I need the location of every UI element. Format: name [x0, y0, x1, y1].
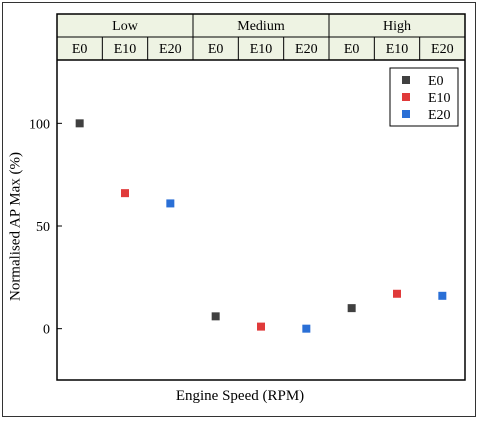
y-axis-label: Normalised AP Max (%) [7, 152, 24, 302]
category-label: E20 [295, 42, 318, 57]
category-label: E0 [208, 42, 224, 57]
data-point-e20 [166, 199, 175, 208]
legend-marker-e0 [402, 76, 410, 84]
data-point-e10 [393, 289, 401, 298]
data-point-e10 [121, 189, 129, 198]
legend-label-e10: E10 [428, 91, 451, 106]
plot-area-border [56, 13, 466, 381]
legend-marker-e10 [402, 93, 410, 101]
group-label-high: High [383, 19, 411, 34]
data-point-e0 [75, 119, 84, 128]
data-point-e0 [211, 312, 220, 321]
legend-box [389, 67, 459, 127]
category-label: E10 [386, 42, 409, 57]
category-label: E20 [431, 42, 454, 57]
data-point-e20 [438, 291, 447, 300]
category-label: E20 [159, 42, 182, 57]
y-tick-label: 100 [29, 117, 50, 132]
group-label-low: Low [112, 19, 139, 34]
group-label-medium: Medium [237, 19, 285, 34]
legend-label-e0: E0 [428, 74, 444, 89]
category-label: E10 [114, 42, 137, 57]
legend-marker-e20 [402, 110, 410, 118]
x-axis-label: Engine Speed (RPM) [175, 388, 305, 404]
category-label: E10 [250, 42, 273, 57]
y-tick-label: 50 [36, 220, 50, 235]
data-point-e20 [302, 324, 311, 333]
category-label: E0 [72, 42, 88, 57]
data-point-e10 [257, 322, 265, 331]
data-point-e0 [347, 304, 356, 313]
category-label: E0 [344, 42, 360, 57]
y-tick-label: 0 [43, 323, 50, 338]
legend-label-e20: E20 [428, 108, 451, 123]
